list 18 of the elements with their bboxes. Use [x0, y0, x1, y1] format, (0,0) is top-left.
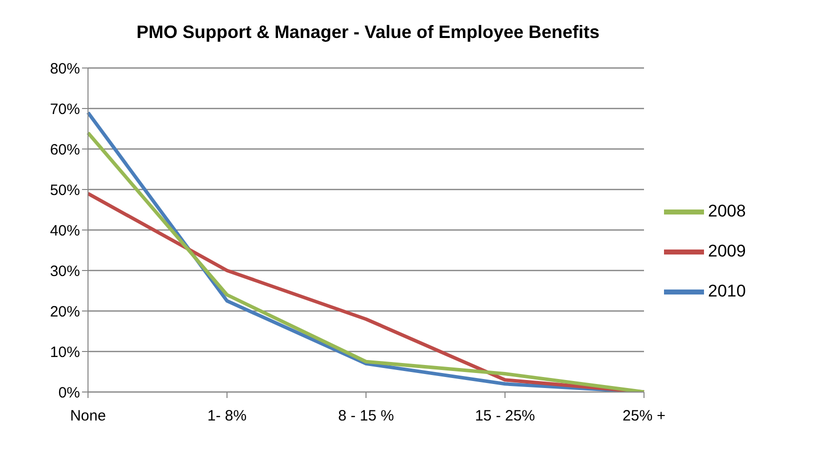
y-tick-label: 70% — [50, 100, 80, 118]
legend-label: 2010 — [708, 281, 746, 300]
y-tick-label: 60% — [50, 141, 80, 158]
y-tick-label: 10% — [50, 344, 80, 361]
y-tick-label: 20% — [50, 303, 80, 320]
y-tick-label: 80% — [50, 60, 80, 78]
x-tick-label: 8 - 15 % — [338, 408, 394, 425]
y-tick-label: 40% — [50, 222, 80, 240]
y-tick-label: 50% — [50, 182, 80, 199]
legend-label: 2008 — [708, 201, 746, 220]
legend-label: 2009 — [708, 241, 746, 260]
x-tick-label: 25% + — [622, 408, 666, 425]
x-tick-label: 1- 8% — [207, 408, 247, 425]
x-tick-label: 15 - 25% — [474, 408, 536, 425]
y-tick-label: 0% — [58, 384, 80, 402]
x-tick-label: None — [70, 408, 106, 425]
y-tick-label: 30% — [50, 262, 80, 280]
chart-title: PMO Support & Manager - Value of Employee Benefits — [135, 21, 601, 44]
